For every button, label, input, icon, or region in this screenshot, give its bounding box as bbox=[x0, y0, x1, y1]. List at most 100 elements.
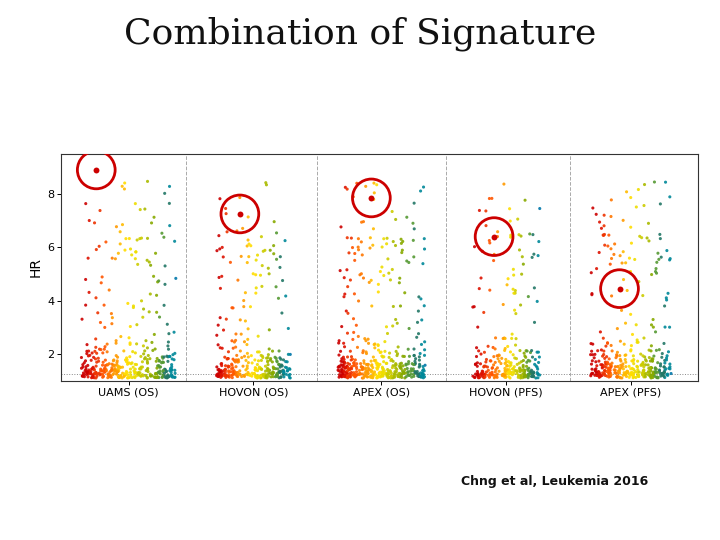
Point bbox=[359, 368, 371, 377]
Point bbox=[169, 237, 181, 246]
Point bbox=[418, 365, 429, 374]
Point bbox=[167, 350, 179, 359]
Point bbox=[274, 354, 286, 362]
Point bbox=[382, 367, 394, 376]
Point bbox=[387, 207, 398, 216]
Point bbox=[665, 254, 676, 263]
Point bbox=[90, 355, 102, 363]
Point bbox=[141, 373, 153, 382]
Point bbox=[256, 351, 267, 360]
Point bbox=[631, 336, 643, 345]
Point bbox=[162, 372, 174, 381]
Point bbox=[228, 366, 240, 375]
Point bbox=[603, 366, 615, 375]
Point bbox=[231, 351, 243, 360]
Point bbox=[102, 340, 113, 348]
Point bbox=[111, 222, 122, 231]
Point bbox=[230, 336, 241, 345]
Point bbox=[600, 342, 612, 350]
Point bbox=[500, 358, 512, 367]
Point bbox=[89, 374, 100, 382]
Point bbox=[112, 362, 124, 370]
Point bbox=[471, 352, 482, 361]
Point bbox=[97, 370, 109, 379]
Point bbox=[228, 303, 239, 312]
Point bbox=[490, 368, 501, 376]
Point bbox=[606, 212, 617, 221]
Point bbox=[338, 355, 350, 364]
Point bbox=[359, 334, 371, 343]
Point bbox=[359, 372, 370, 381]
Point bbox=[131, 340, 143, 348]
Point bbox=[400, 361, 412, 369]
Point bbox=[395, 302, 406, 310]
Point bbox=[395, 239, 407, 248]
Point bbox=[228, 355, 239, 363]
Point bbox=[410, 354, 421, 363]
Point bbox=[505, 217, 516, 225]
Point bbox=[512, 367, 523, 375]
Point bbox=[385, 356, 397, 365]
Point bbox=[153, 368, 164, 376]
Point bbox=[274, 347, 285, 355]
Point bbox=[586, 369, 598, 377]
Point bbox=[213, 273, 225, 282]
Point bbox=[621, 368, 632, 377]
Point bbox=[160, 373, 171, 382]
Point bbox=[151, 354, 163, 363]
Point bbox=[336, 372, 348, 380]
Point bbox=[82, 361, 94, 370]
Point bbox=[647, 323, 659, 332]
Point bbox=[338, 360, 350, 369]
Point bbox=[218, 369, 230, 378]
Point bbox=[645, 347, 657, 355]
Point bbox=[372, 360, 384, 369]
Point bbox=[390, 361, 401, 370]
Point bbox=[643, 346, 654, 354]
Point bbox=[228, 369, 239, 378]
Point bbox=[158, 353, 170, 361]
Point bbox=[83, 347, 94, 355]
Point bbox=[99, 365, 110, 374]
Point bbox=[528, 373, 539, 381]
Point bbox=[649, 372, 660, 381]
Point bbox=[528, 284, 540, 292]
Point bbox=[500, 367, 511, 375]
Point bbox=[267, 373, 279, 381]
Point bbox=[381, 370, 392, 379]
Point bbox=[135, 205, 146, 214]
Point bbox=[225, 371, 237, 380]
Point bbox=[533, 348, 544, 356]
Point bbox=[336, 371, 348, 380]
Point bbox=[643, 219, 654, 228]
Point bbox=[642, 368, 654, 376]
Point bbox=[374, 368, 386, 376]
Point bbox=[596, 371, 608, 380]
Point bbox=[341, 307, 352, 315]
Point bbox=[260, 178, 271, 187]
Point bbox=[598, 370, 610, 379]
Point bbox=[270, 282, 282, 291]
Point bbox=[250, 289, 261, 298]
Point bbox=[215, 343, 226, 352]
Point bbox=[130, 199, 141, 208]
Point bbox=[479, 362, 490, 370]
Point bbox=[390, 367, 402, 376]
Point bbox=[381, 322, 392, 331]
Point bbox=[608, 250, 620, 259]
Point bbox=[226, 364, 238, 373]
Point bbox=[500, 366, 511, 375]
Point bbox=[500, 373, 512, 381]
Point bbox=[638, 366, 649, 374]
Point bbox=[346, 353, 357, 361]
Point bbox=[271, 370, 283, 379]
Point bbox=[646, 321, 657, 329]
Point bbox=[603, 373, 615, 381]
Point bbox=[112, 366, 123, 375]
Point bbox=[604, 363, 616, 372]
Point bbox=[164, 352, 176, 361]
Point bbox=[395, 235, 407, 244]
Point bbox=[389, 372, 400, 380]
Point bbox=[492, 370, 503, 379]
Point bbox=[638, 334, 649, 342]
